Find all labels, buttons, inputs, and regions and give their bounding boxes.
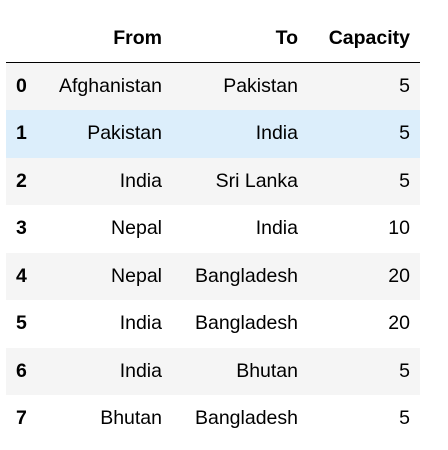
header-to[interactable]: To bbox=[172, 14, 308, 63]
cell-from: India bbox=[119, 312, 162, 335]
cell-to: India bbox=[255, 122, 298, 145]
cell-to: Bhutan bbox=[236, 359, 298, 382]
cell-from: India bbox=[119, 169, 162, 192]
row-index: 6 bbox=[16, 359, 27, 382]
cell-capacity: 5 bbox=[399, 75, 410, 97]
cell-capacity: 5 bbox=[399, 122, 410, 145]
cell-from: Afghanistan bbox=[59, 75, 162, 97]
row-index: 7 bbox=[16, 407, 27, 430]
cell-to: Bangladesh bbox=[194, 264, 298, 287]
header-index bbox=[6, 14, 36, 63]
table-row[interactable]: 3 Nepal India 10 bbox=[6, 205, 420, 253]
row-index: 4 bbox=[16, 264, 27, 287]
row-index: 1 bbox=[16, 122, 27, 145]
row-index: 0 bbox=[16, 75, 27, 97]
dataframe-output: From To Capacity 0 Afghanistan Pakistan … bbox=[6, 14, 420, 443]
dataframe-table: From To Capacity 0 Afghanistan Pakistan … bbox=[6, 14, 420, 443]
cell-from: Nepal bbox=[111, 264, 162, 287]
cell-to: Bangladesh bbox=[194, 407, 298, 430]
row-index: 3 bbox=[16, 217, 27, 240]
header-from[interactable]: From bbox=[36, 14, 172, 63]
table-row[interactable]: 2 India Sri Lanka 5 bbox=[6, 157, 420, 205]
table-row[interactable]: 4 Nepal Bangladesh 20 bbox=[6, 252, 420, 300]
cell-capacity: 5 bbox=[399, 407, 410, 430]
cell-capacity: 20 bbox=[388, 312, 410, 335]
table-row[interactable]: 0 Afghanistan Pakistan 5 bbox=[6, 62, 420, 110]
cell-from: Bhutan bbox=[100, 407, 162, 430]
cell-to: Bangladesh bbox=[194, 312, 298, 335]
row-index: 5 bbox=[16, 312, 27, 335]
table-row[interactable]: 5 India Bangladesh 20 bbox=[6, 300, 420, 348]
table-row[interactable]: 6 India Bhutan 5 bbox=[6, 347, 420, 395]
cell-capacity: 10 bbox=[388, 217, 410, 240]
cell-capacity: 5 bbox=[399, 169, 410, 192]
header-row: From To Capacity bbox=[6, 14, 420, 63]
cell-capacity: 5 bbox=[399, 359, 410, 382]
table-row[interactable]: 7 Bhutan Bangladesh 5 bbox=[6, 395, 420, 443]
cell-from: India bbox=[119, 359, 162, 382]
table-body: 0 Afghanistan Pakistan 5 1 Pakistan Indi… bbox=[6, 62, 420, 443]
cell-to: Sri Lanka bbox=[215, 169, 298, 192]
table-header: From To Capacity bbox=[6, 14, 420, 63]
cell-capacity: 20 bbox=[388, 264, 410, 287]
cell-to: India bbox=[255, 217, 298, 240]
cell-from: Pakistan bbox=[87, 122, 162, 145]
row-index: 2 bbox=[16, 169, 27, 192]
table-row[interactable]: 1 Pakistan India 5 bbox=[6, 110, 420, 158]
cell-to: Pakistan bbox=[223, 75, 298, 97]
header-capacity[interactable]: Capacity bbox=[308, 14, 420, 63]
cell-from: Nepal bbox=[111, 217, 162, 240]
